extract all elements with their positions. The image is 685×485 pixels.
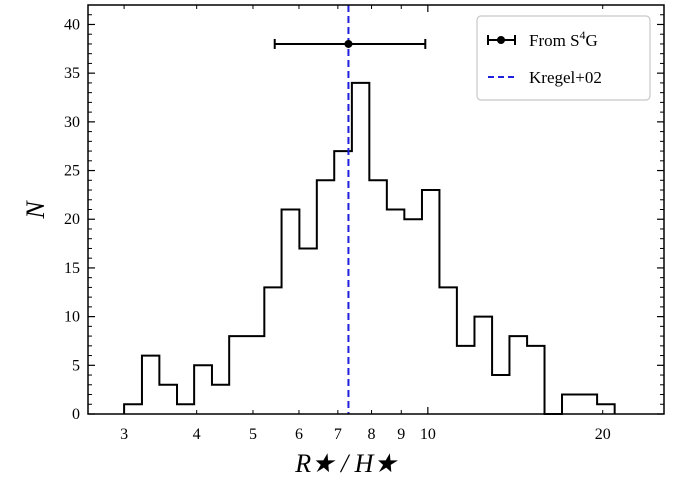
y-tick-label: 10 (64, 309, 80, 326)
x-axis-title: R★ / H★ (294, 449, 398, 478)
legend-label-s4g-main: From S (529, 31, 580, 50)
y-tick-label: 20 (64, 211, 80, 228)
x-tick-label: 5 (249, 426, 257, 443)
x-tick-label: 20 (595, 426, 611, 443)
y-tick-label: 15 (64, 260, 80, 277)
legend-label-s4g: From S4G (529, 28, 598, 50)
legend-label-kregel: Kregel+02 (529, 68, 602, 87)
legend-errorbar-marker (487, 35, 516, 45)
y-tick-label: 30 (64, 114, 80, 131)
legend-box (476, 15, 651, 101)
errorbar-point (344, 39, 353, 48)
x-tick-label: 6 (295, 426, 303, 443)
x-tick-label: 9 (397, 426, 405, 443)
plot-frame (87, 4, 665, 415)
legend-label-s4g-sup: 4 (580, 28, 586, 42)
legend-label-s4g-tail: G (586, 31, 598, 50)
x-tick-label: 3 (120, 426, 128, 443)
legend: From S4G Kregel+02 (476, 15, 651, 101)
y-tick-label: 0 (72, 406, 80, 423)
labels-layer: 0 5 10 15 20 25 30 35 40 3 4 5 6 7 8 9 10 20 (64, 16, 611, 443)
x-tick-label: 8 (368, 426, 376, 443)
y-tick-label: 25 (64, 163, 80, 180)
y-axis-title: N (21, 200, 50, 220)
overlay-layer (273, 5, 427, 414)
histogram-steps (123, 81, 616, 415)
histogram-layer (123, 81, 616, 415)
x-tick-label: 7 (334, 426, 342, 443)
x-tick-label: 10 (420, 426, 436, 443)
y-tick-label: 40 (64, 16, 80, 33)
x-tick-label: 4 (193, 426, 201, 443)
y-tick-label: 5 (72, 357, 80, 374)
y-tick-label: 35 (64, 65, 80, 82)
